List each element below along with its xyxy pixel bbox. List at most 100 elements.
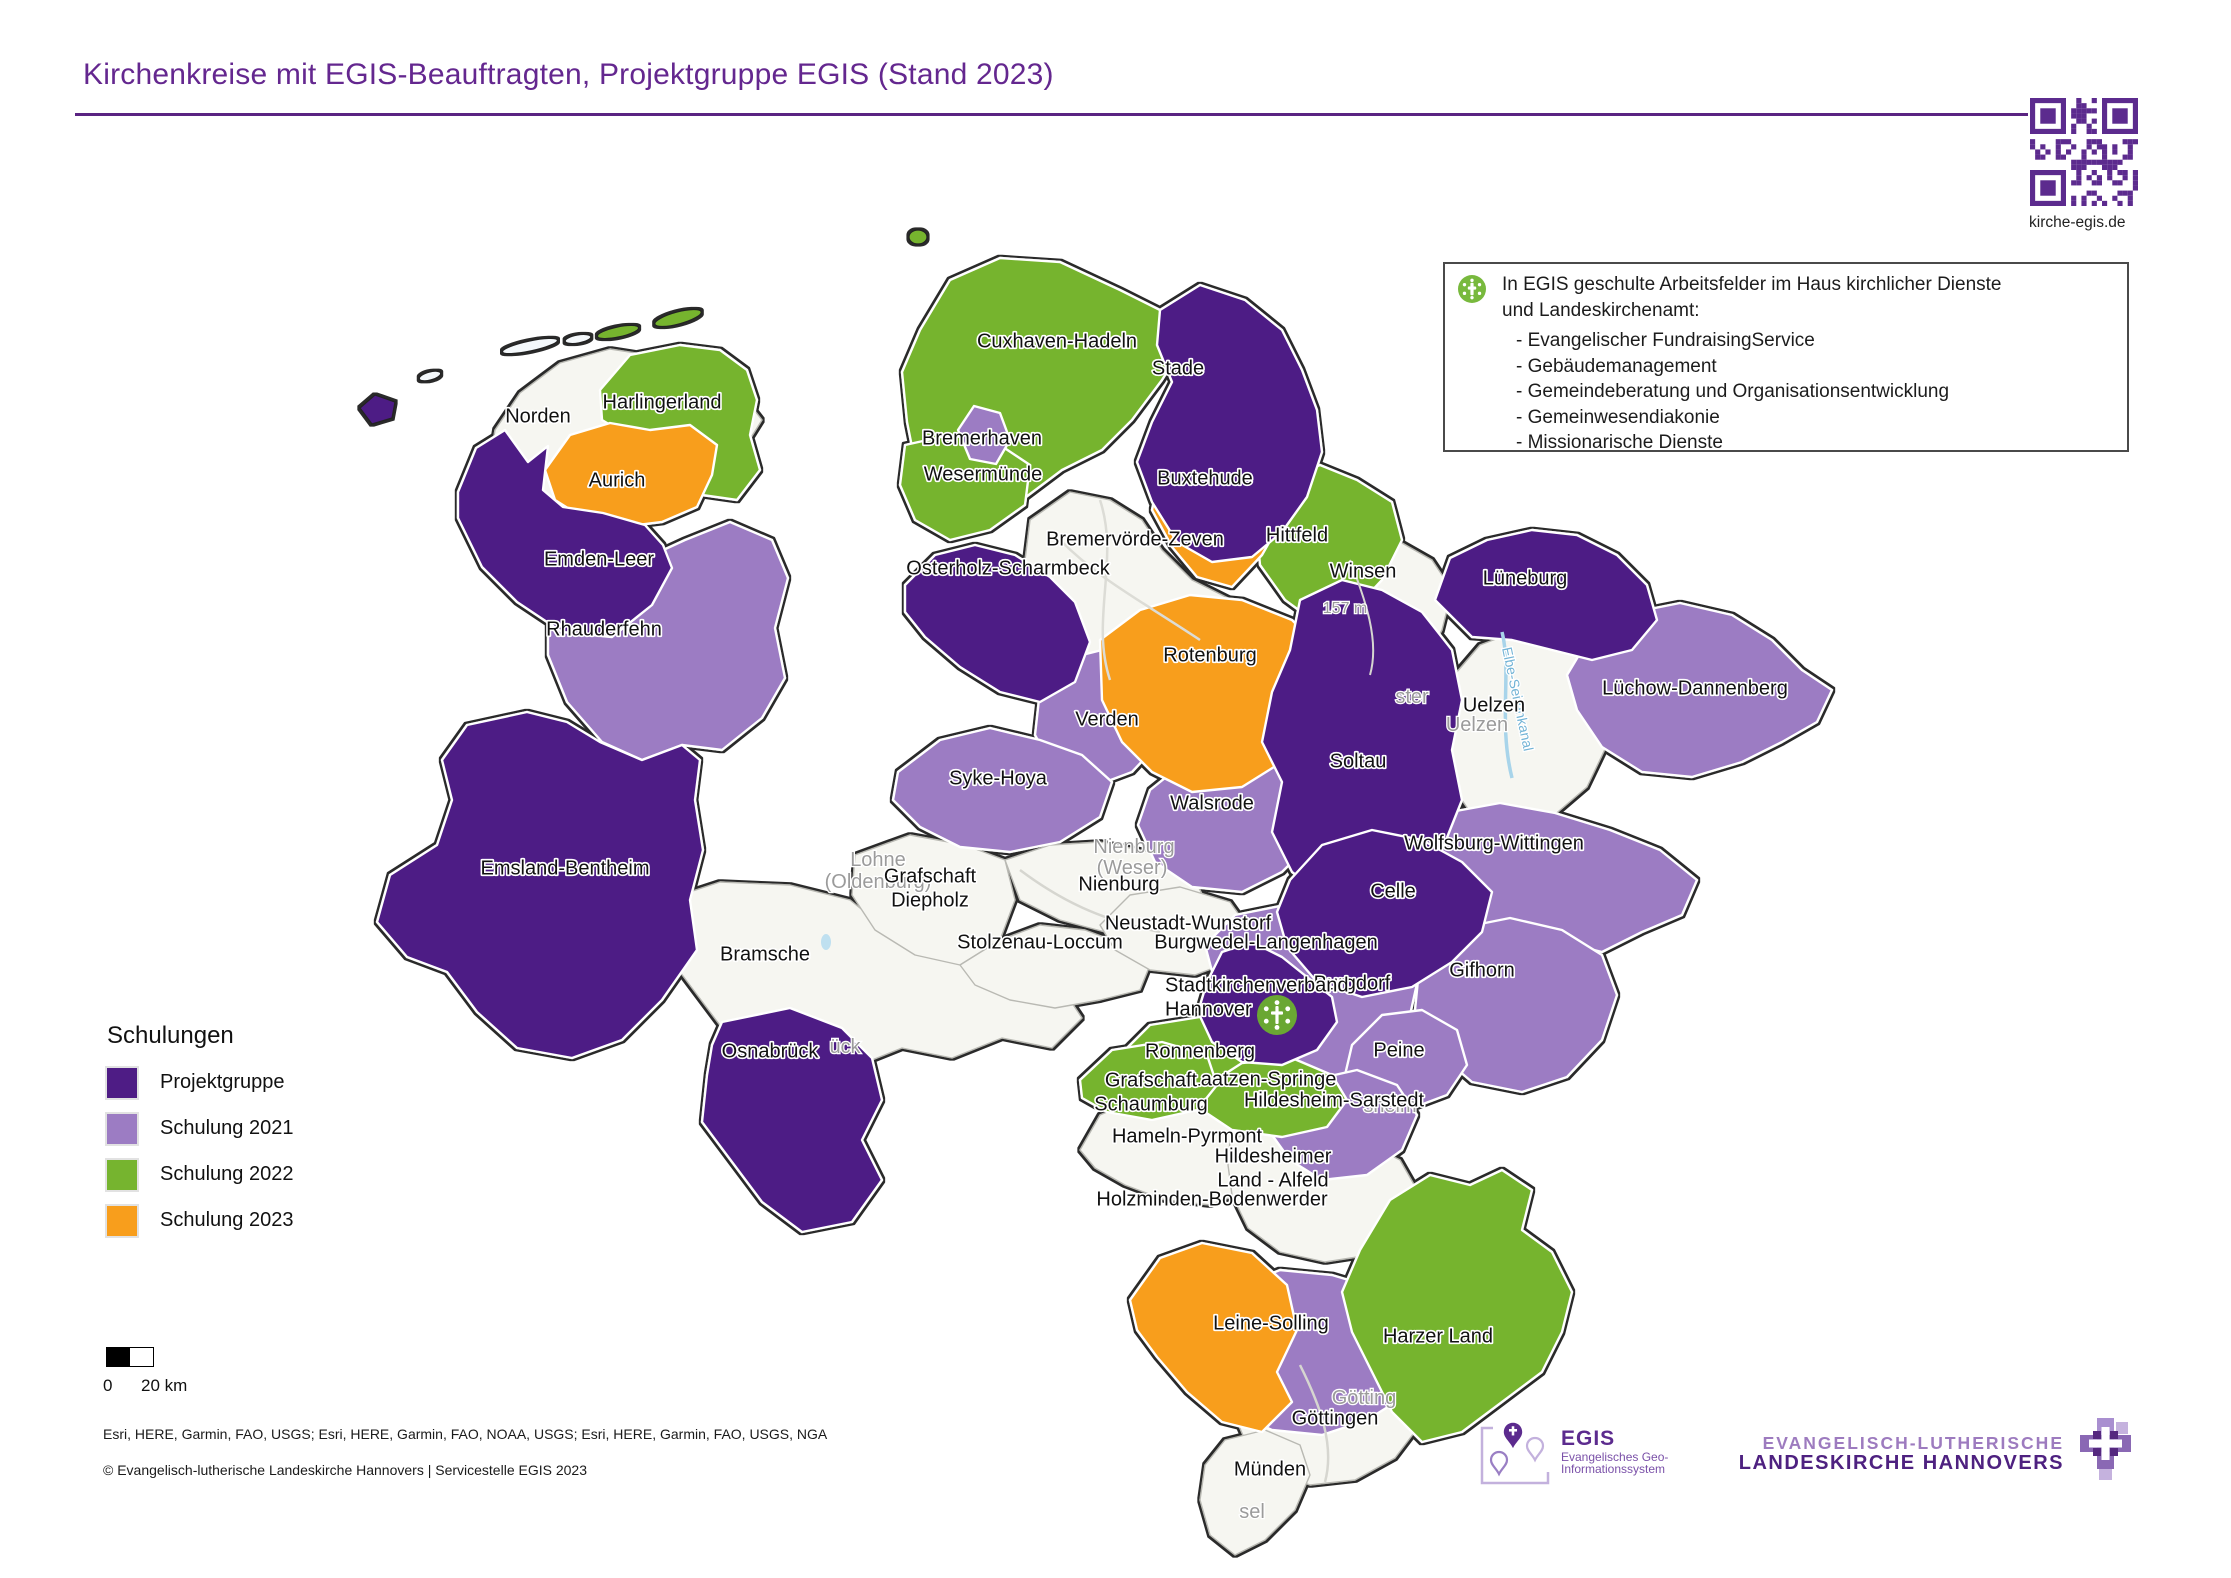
qr-url-label[interactable]: kirche-egis.de xyxy=(2029,214,2126,231)
info-box-items: - Evangelischer FundraisingService - Gebä… xyxy=(1516,328,1949,456)
region-label-stadtkirchenverband-hannover: Hannover xyxy=(1165,998,1252,1020)
info-box-item-4: - Missionarische Dienste xyxy=(1516,432,1723,453)
region-label-laatzen-springe: Laatzen-Springe xyxy=(1190,1068,1337,1090)
region-label-grafschaft-diepholz: Grafschaft xyxy=(884,865,977,887)
region-label-grafschaft-diepholz: Diepholz xyxy=(891,889,969,911)
copyright-line: © Evangelisch-lutherische Landeskirche H… xyxy=(103,1462,587,1478)
region-emden-leer xyxy=(456,428,674,639)
egis-logo-subtitle1: Evangelisches Geo- xyxy=(1561,1450,1669,1464)
region-label-nienburg: Nienburg xyxy=(1078,873,1159,895)
region-label-rotenburg: Rotenburg xyxy=(1163,644,1256,666)
city-label-ster: ster xyxy=(1395,686,1429,708)
region-m-nden xyxy=(1199,1429,1311,1556)
church-logo-line1: EVANGELISCH-LUTHERISCHE xyxy=(1762,1433,2064,1453)
region-label-hittfeld: Hittfeld xyxy=(1266,524,1328,546)
region-label-hildesheimer-land-alfeld: Hildesheimer xyxy=(1215,1145,1332,1167)
region-label-holzminden-bodenwerder: Holzminden-Bodenwerder xyxy=(1096,1188,1328,1210)
region-label-stolzenau-loccum: Stolzenau-Loccum xyxy=(957,931,1123,953)
scale-zero-label: 0 xyxy=(103,1376,113,1395)
church-logo-line2: LANDESKIRCHE HANNOVERS xyxy=(1738,1452,2064,1474)
legend-swatch-projektgruppe xyxy=(105,1066,139,1100)
region-label-hildesheimer-land-alfeld: Land - Alfeld xyxy=(1217,1169,1328,1191)
region-label-uelzen: Uelzen xyxy=(1463,694,1525,716)
info-box-item-3: - Gemeinwesendiakonie xyxy=(1516,406,1720,428)
region-label-emsland-bentheim: Emsland-Bentheim xyxy=(481,857,650,879)
city-label-nienburg: Nienburg xyxy=(1093,836,1174,858)
region-label-ronnenberg: Ronnenberg xyxy=(1145,1040,1255,1062)
basemap-decoration xyxy=(821,499,1514,1483)
egis-logo-name: EGIS xyxy=(1561,1427,1616,1450)
region-label-gifhorn: Gifhorn xyxy=(1449,959,1515,981)
island xyxy=(418,370,442,382)
info-box-item-1: - Gebäudemanagement xyxy=(1516,355,1717,377)
region-label-celle: Celle xyxy=(1370,880,1416,902)
region-osnabr-ck xyxy=(700,1006,884,1234)
region-label-syke-hoya: Syke-Hoya xyxy=(949,767,1048,789)
legend-swatch-s2023 xyxy=(105,1204,139,1238)
egis-logo-subtitle2: Informationssystem xyxy=(1561,1462,1666,1476)
region-label-burgdorf: Burgdorf xyxy=(1314,972,1391,994)
qr-code xyxy=(2030,98,2138,206)
title-rule xyxy=(75,113,2028,116)
region-label-bremerhaven: Bremerhaven xyxy=(922,427,1042,449)
info-box-title: In EGIS geschulte Arbeitsfelder im Haus … xyxy=(1502,272,2002,324)
city-label-sel: sel xyxy=(1239,1501,1265,1523)
legend-swatch-s2021 xyxy=(105,1112,139,1146)
region-l-neburg xyxy=(1433,528,1659,662)
info-box xyxy=(1443,262,2129,452)
city-label-uelzen: Uelzen xyxy=(1446,714,1508,736)
legend-label-s2023: Schulung 2023 xyxy=(160,1209,294,1231)
island xyxy=(501,337,559,355)
city-label--oldenburg-: (Oldenburg) xyxy=(825,871,932,893)
region-label-l-chow-dannenberg: Lüchow-Dannenberg xyxy=(1602,677,1788,699)
region-label-stadtkirchenverband-hannover: Stadtkirchenverband xyxy=(1165,974,1348,996)
region-label-hameln-pyrmont: Hameln-Pyrmont xyxy=(1112,1125,1262,1147)
region-label-aurich: Aurich xyxy=(589,469,646,491)
info-box-line2: und Landeskirchenamt: xyxy=(1502,300,1700,321)
region-label-harzer-land: Harzer Land xyxy=(1383,1325,1493,1347)
region-label-peine: Peine xyxy=(1373,1039,1424,1061)
region-label-l-neburg: Lüneburg xyxy=(1483,567,1568,589)
legend-title: Schulungen xyxy=(107,1022,234,1049)
legend-label-s2022: Schulung 2022 xyxy=(160,1163,294,1185)
region-label-rhauderfehn: Rhauderfehn xyxy=(546,618,662,640)
region-label-harlingerland: Harlingerland xyxy=(603,391,722,413)
island xyxy=(564,333,592,345)
region-label-wolfsburg-wittingen: Wolfsburg-Wittingen xyxy=(1404,832,1584,854)
region-label-osterholz-scharmbeck: Osterholz-Scharmbeck xyxy=(906,557,1110,579)
city-label--ck: ück xyxy=(829,1036,861,1058)
region-weserm-nde xyxy=(898,433,1032,542)
region-stolzenau-loccum xyxy=(959,924,1151,1009)
region-label-grafschaft-schaumburg: Schaumburg xyxy=(1094,1093,1207,1115)
info-box-item-2: - Gemeindeberatung und Organisationsentw… xyxy=(1516,381,1950,402)
region-label-cuxhaven-hadeln: Cuxhaven-Hadeln xyxy=(977,330,1137,352)
region-bremerhaven xyxy=(956,404,1012,466)
page-title: Kirchenkreise mit EGIS-Beauftragten, Pro… xyxy=(83,58,1054,91)
region-label-bramsche: Bramsche xyxy=(720,943,810,965)
region-label-hildesheim-sarstedt: Hildesheim-Sarstedt xyxy=(1244,1089,1425,1111)
region-label-weserm-nde: Wesermünde xyxy=(924,463,1043,485)
island xyxy=(654,308,702,328)
region-label-g-ttingen: Göttingen xyxy=(1292,1407,1379,1429)
region-label-osnabr-ck: Osnabrück xyxy=(722,1040,820,1062)
city-label-lohne: Lohne xyxy=(850,849,906,871)
region-label-leine-solling: Leine-Solling xyxy=(1213,1312,1329,1334)
city-label--weser-: (Weser) xyxy=(1097,857,1168,879)
region-label-verden: Verden xyxy=(1075,708,1138,730)
region-label-stade: Stade xyxy=(1152,357,1204,379)
city-label-sheim: sheim xyxy=(1363,1095,1416,1117)
region-stade xyxy=(1135,283,1324,564)
region-label-norden: Norden xyxy=(505,405,571,427)
egis-marker-icon xyxy=(1257,995,1297,1035)
region-harzer-land xyxy=(1340,1168,1574,1444)
region-label-buxtehude: Buxtehude xyxy=(1157,467,1253,489)
region-holzminden-bodenwerder xyxy=(1128,1241,1299,1434)
egis-logo-pins-icon xyxy=(1480,1422,1550,1485)
church-logo-cross-icon xyxy=(2080,1418,2131,1480)
region-label-bremerv-rde-zeven: Bremervörde-Zeven xyxy=(1046,528,1224,550)
region-label-soltau: Soltau xyxy=(1330,750,1387,772)
region-osterholz-scharmbeck xyxy=(903,543,1092,704)
region-label-neustadt-wunstorf: Neustadt-Wunstorf xyxy=(1105,912,1272,934)
